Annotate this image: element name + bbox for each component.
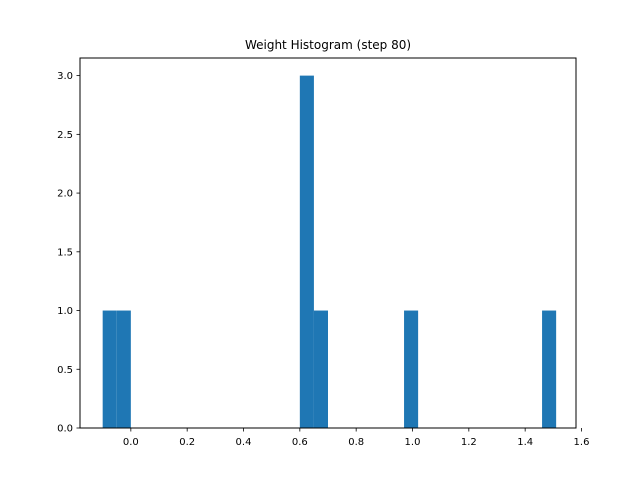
- x-axis: 0.0 0.2 0.4 0.6 0.8 1.0 1.2 1.4 1.6: [123, 428, 590, 448]
- plot-frame: [79, 57, 577, 429]
- y-tick-label: 2.5: [57, 130, 73, 141]
- x-tick-label: 0.4: [236, 437, 252, 448]
- chart-title: Weight Histogram (step 80): [245, 38, 411, 52]
- x-tick-label: 0.6: [292, 437, 308, 448]
- x-tick-label: 0.2: [179, 437, 195, 448]
- y-tick-label: 1.0: [57, 306, 73, 317]
- x-tick-label: 1.6: [574, 437, 590, 448]
- bars-group: [102, 75, 557, 428]
- histogram-bar: [404, 310, 419, 428]
- y-tick-label: 1.5: [57, 247, 73, 258]
- x-tick-label: 1.2: [461, 437, 477, 448]
- y-tick-label: 2.0: [57, 189, 73, 200]
- y-axis: 0.0 0.5 1.0 1.5 2.0 2.5 3.0: [57, 71, 80, 435]
- histogram-bar: [299, 75, 314, 428]
- histogram-bar: [542, 310, 557, 428]
- x-tick-label: 0.8: [348, 437, 364, 448]
- x-tick-label: 1.0: [405, 437, 421, 448]
- y-tick-label: 3.0: [57, 71, 73, 82]
- histogram-bar: [102, 310, 117, 428]
- x-tick-label: 1.4: [517, 437, 533, 448]
- x-tick-label: 0.0: [123, 437, 139, 448]
- histogram-bar: [116, 310, 131, 428]
- y-tick-label: 0.5: [57, 365, 73, 376]
- y-tick-label: 0.0: [57, 424, 73, 435]
- histogram-bar: [313, 310, 328, 428]
